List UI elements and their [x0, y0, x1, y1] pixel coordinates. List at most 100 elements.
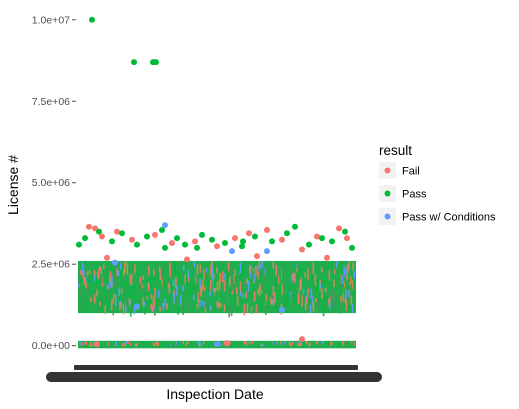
- band-streak: [292, 273, 295, 281]
- band-streak: [177, 272, 180, 278]
- band-streak: [226, 299, 228, 309]
- band-streak: [343, 281, 346, 287]
- band-streak: [154, 277, 156, 283]
- band-streak: [101, 298, 103, 308]
- zero-band-streak: [298, 342, 300, 346]
- band-streak: [144, 286, 147, 295]
- data-point: [214, 243, 220, 250]
- band-streak: [85, 283, 87, 289]
- zero-band-streak: [299, 341, 301, 345]
- band-streak: [189, 285, 192, 297]
- band-streak: [246, 278, 249, 284]
- data-point: [292, 223, 298, 230]
- zero-band-streak: [115, 342, 117, 346]
- data-point: [199, 231, 205, 238]
- data-point: [299, 246, 305, 253]
- band-streak: [171, 265, 174, 272]
- band-streak: [157, 289, 160, 298]
- band-streak: [223, 304, 226, 312]
- band-streak: [93, 272, 96, 282]
- zero-band-streak: [306, 341, 308, 345]
- y-tick-label: 5.0e+06: [32, 177, 70, 189]
- data-point: [89, 16, 95, 23]
- band-streak: [239, 281, 242, 294]
- zero-band-streak: [337, 343, 339, 347]
- band-streak: [333, 263, 336, 270]
- data-point: [169, 240, 175, 247]
- band-streak: [245, 291, 247, 299]
- band-streak: [96, 263, 98, 272]
- band-streak: [229, 265, 231, 272]
- band-streak: [219, 273, 221, 283]
- data-point: [254, 253, 260, 260]
- zero-band-streak: [341, 341, 343, 345]
- band-streak: [216, 267, 218, 274]
- band-streak: [112, 297, 115, 304]
- band-streak: [250, 264, 252, 270]
- zero-band-streak: [266, 342, 268, 346]
- zero-band-streak: [88, 342, 90, 346]
- data-point: [239, 243, 245, 250]
- band-streak: [350, 295, 353, 305]
- band-streak: [324, 287, 327, 293]
- band-streak: [270, 287, 273, 299]
- band-streak: [312, 301, 315, 313]
- band-streak: [193, 266, 195, 275]
- band-streak: [101, 274, 103, 284]
- band-streak: [92, 277, 94, 290]
- band-streak: [139, 277, 142, 284]
- band-streak: [310, 288, 312, 299]
- band-streak: [159, 270, 162, 280]
- band-streak: [218, 280, 221, 291]
- zero-band-streak: [90, 343, 93, 347]
- band-streak: [248, 267, 251, 274]
- data-point: [96, 228, 102, 235]
- zero-band-streak: [260, 343, 262, 347]
- band-streak: [111, 275, 113, 287]
- band-streak: [235, 287, 238, 295]
- band-streak: [281, 283, 283, 295]
- zero-band-streak: [79, 342, 82, 346]
- band-streak: [78, 283, 80, 288]
- band-streak: [158, 266, 161, 273]
- band-streak: [122, 303, 125, 315]
- band-streak: [352, 262, 354, 271]
- band-streak: [164, 298, 166, 307]
- band-streak: [155, 263, 157, 272]
- data-point: [324, 254, 330, 261]
- zero-band-streak: [116, 341, 119, 345]
- legend-label: Pass: [402, 189, 427, 201]
- band-streak: [317, 280, 320, 291]
- band-streak: [262, 264, 265, 277]
- band-streak: [346, 276, 348, 281]
- zero-band-streak: [229, 343, 231, 347]
- band-streak: [109, 276, 111, 284]
- band-streak: [118, 287, 121, 297]
- zero-band-streak: [269, 342, 272, 346]
- data-point: [344, 235, 350, 242]
- band-streak: [169, 269, 172, 278]
- band-streak: [81, 262, 84, 273]
- band-streak: [79, 306, 81, 313]
- zero-band-streak: [187, 340, 189, 344]
- band-streak: [318, 298, 321, 310]
- band-streak: [274, 301, 277, 311]
- band-streak: [130, 273, 133, 286]
- zero-band-streak: [157, 343, 160, 347]
- band-streak: [279, 265, 282, 277]
- band-streak: [304, 302, 307, 311]
- y-tick-label: 7.5e+06: [32, 96, 70, 108]
- band-streak: [186, 277, 188, 285]
- zero-band-streak: [127, 340, 129, 344]
- data-point: [252, 233, 258, 240]
- data-point: [319, 235, 325, 242]
- band-streak: [114, 261, 117, 273]
- zero-band-streak: [85, 341, 87, 345]
- zero-band-streak: [248, 341, 251, 345]
- band-streak: [307, 288, 309, 298]
- band-streak: [342, 283, 345, 291]
- band-streak: [353, 271, 356, 279]
- band-streak: [177, 305, 179, 315]
- data-point: [119, 230, 125, 237]
- y-axis-title: License #: [5, 155, 21, 215]
